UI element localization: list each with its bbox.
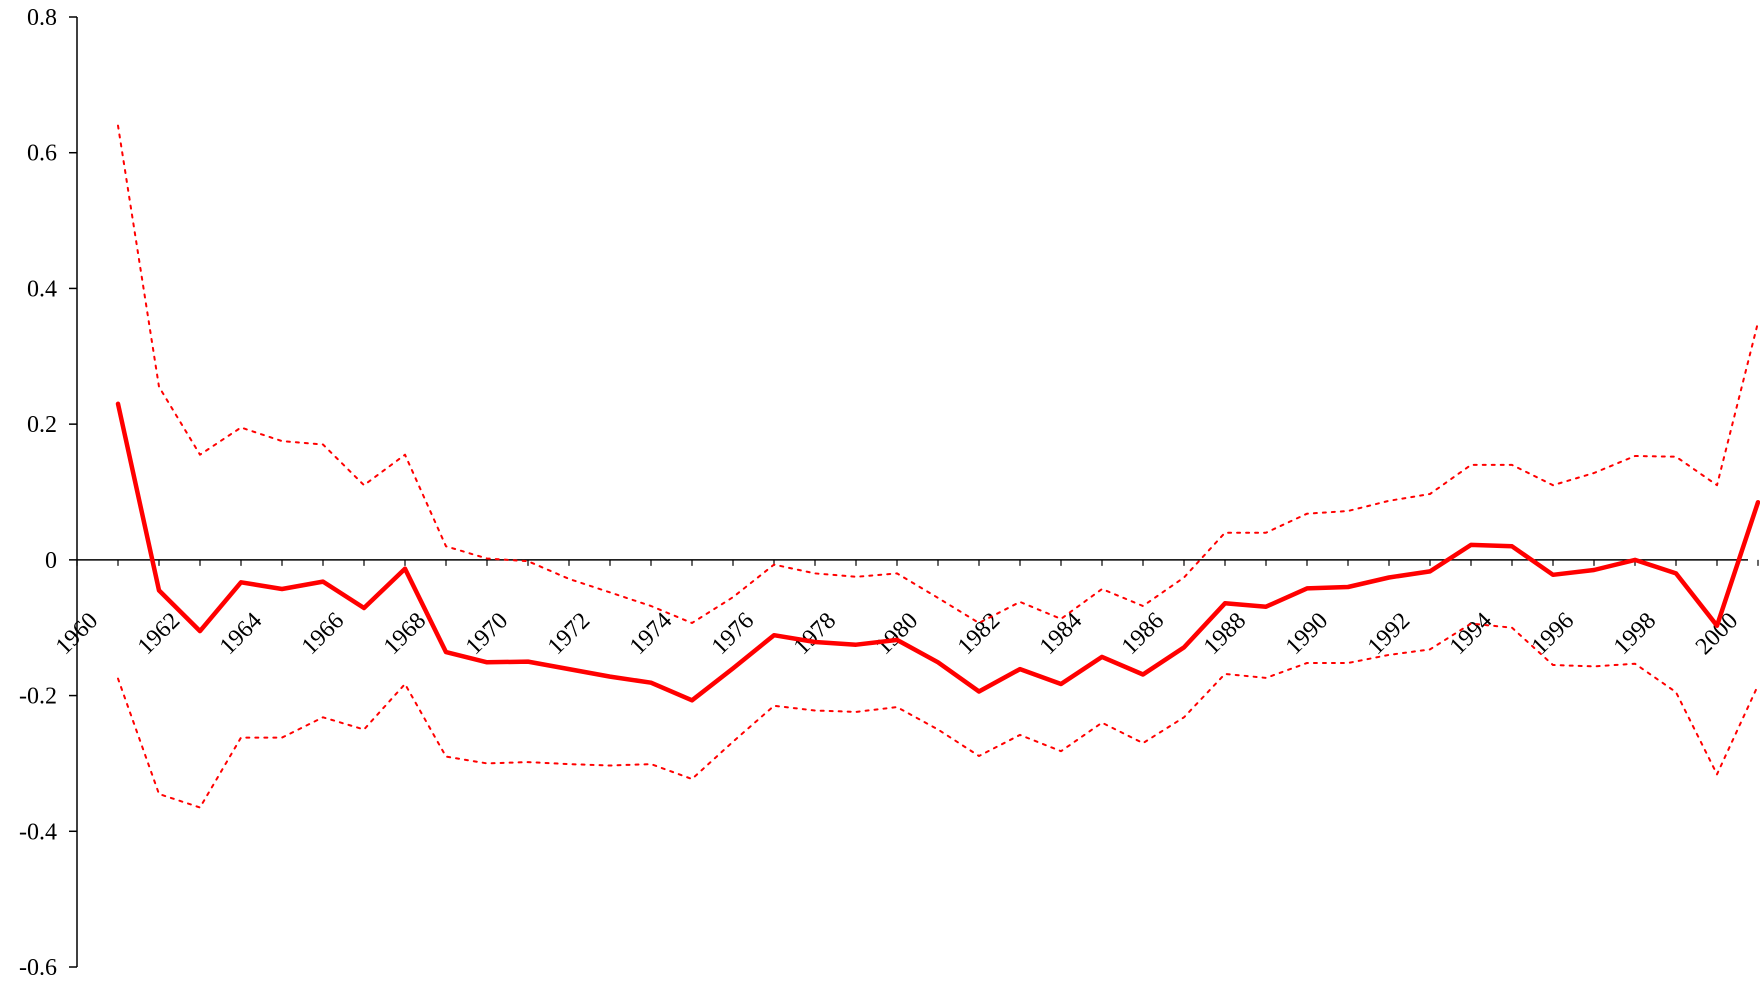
y-tick-label: -0.4: [19, 819, 57, 845]
x-tick-label: 1962: [133, 608, 185, 660]
x-tick-label: 1982: [953, 608, 1005, 660]
x-tick-label: 1996: [1527, 608, 1579, 660]
x-tick-label: 1988: [1199, 608, 1251, 660]
axes: [76, 17, 1748, 967]
y-tick-label: 0.8: [27, 5, 57, 31]
series-line-bound: [117, 622, 1759, 809]
series-line-bound: [117, 124, 1759, 624]
y-tick-label: 0.2: [27, 412, 57, 438]
x-tick-label: 1966: [297, 608, 349, 660]
x-tick-label: 1970: [461, 608, 513, 660]
x-tick-label: 1994: [1445, 608, 1497, 660]
series-line-estimate: [115, 401, 1760, 703]
y-tick-label: 0.6: [27, 141, 57, 167]
y-axis-ticks: -0.6 -0.4 -0.2 0 0.2 0.4 0.6 0.8: [19, 5, 77, 981]
x-tick-label: 1984: [1035, 608, 1087, 660]
series-group: [115, 124, 1760, 809]
x-tick-label: 1960: [51, 608, 103, 660]
x-tick-label: 1974: [625, 608, 677, 660]
y-tick-label: -0.2: [19, 684, 57, 710]
x-tick-label: 1964: [215, 608, 267, 660]
y-tick-label: -0.6: [19, 955, 57, 981]
x-tick-label: 2000: [1691, 608, 1743, 660]
x-tick-label: 1978: [789, 608, 841, 660]
y-tick-label: 0: [45, 548, 57, 574]
x-tick-label: 1986: [1117, 608, 1169, 660]
x-tick-label: 1998: [1609, 608, 1661, 660]
x-tick-label: 1990: [1281, 608, 1333, 660]
x-tick-label: 1968: [379, 608, 431, 660]
y-tick-label: 0.4: [27, 276, 57, 302]
x-tick-label: 1972: [543, 608, 595, 660]
x-tick-label: 1992: [1363, 608, 1415, 660]
